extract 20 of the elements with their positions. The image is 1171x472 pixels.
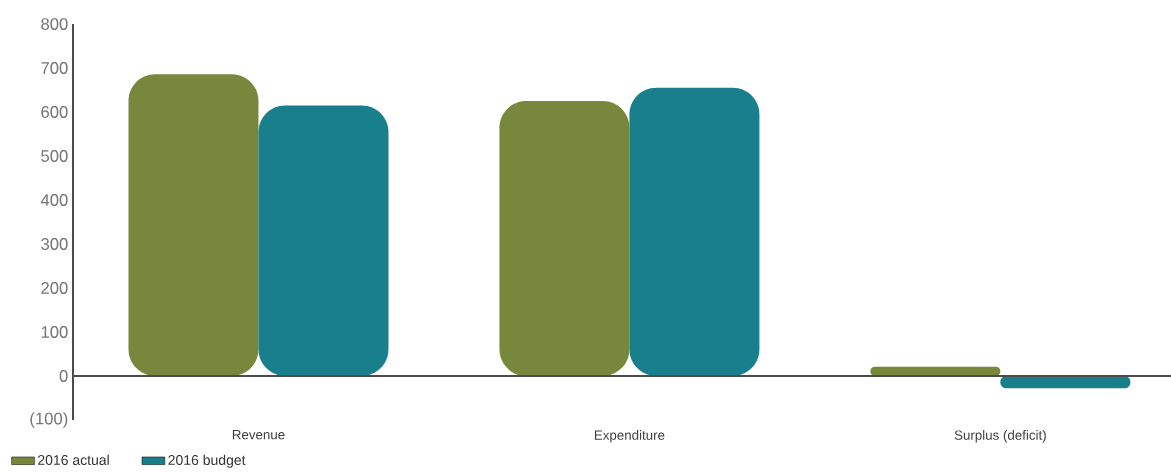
y-tick-label: 0 bbox=[59, 370, 68, 382]
y-tick-label: 300 bbox=[41, 238, 68, 250]
bar bbox=[258, 105, 389, 376]
bar bbox=[629, 87, 760, 376]
y-tick-label: 500 bbox=[41, 150, 68, 162]
x-tick-label: Revenue bbox=[232, 430, 285, 440]
y-tick-label: 700 bbox=[41, 62, 68, 74]
x-tick-label: Expenditure bbox=[594, 430, 665, 443]
y-tick-label: 600 bbox=[41, 106, 68, 118]
y-tick-label: 200 bbox=[41, 282, 68, 294]
y-tick-label: 400 bbox=[40, 194, 68, 206]
bar bbox=[128, 74, 259, 376]
y-tick-label: (100) bbox=[30, 412, 68, 428]
y-tick-label: 100 bbox=[41, 326, 68, 338]
legend-label: 2016 budget bbox=[168, 454, 246, 468]
x-tick-label: Surplus (deficit) bbox=[954, 430, 1046, 443]
legend-label: 2016 actual bbox=[38, 454, 109, 466]
y-tick-label: 800 bbox=[41, 18, 68, 30]
bar bbox=[499, 101, 630, 376]
bar bbox=[1000, 376, 1131, 389]
